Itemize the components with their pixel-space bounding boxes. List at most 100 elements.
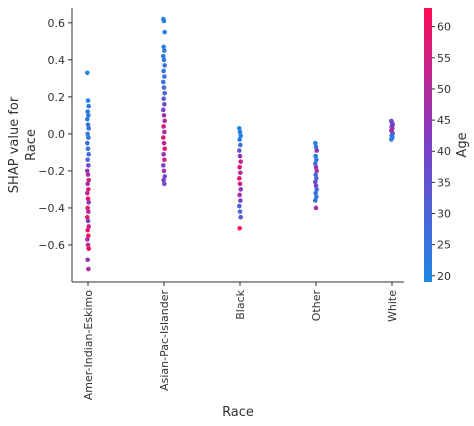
data-point <box>85 205 90 211</box>
data-point <box>161 140 167 146</box>
data-point <box>237 126 242 131</box>
data-point <box>313 153 318 159</box>
data-point <box>162 74 167 79</box>
data-point <box>314 194 319 200</box>
y-axis-title-line-2: Race <box>24 129 39 161</box>
data-point <box>85 196 91 201</box>
data-point <box>85 214 90 220</box>
data-point <box>162 90 167 96</box>
data-point <box>161 124 166 129</box>
colorbar-gradient <box>424 8 432 282</box>
data-point <box>314 168 320 174</box>
data-point <box>86 177 91 183</box>
data-point <box>314 157 319 163</box>
data-point <box>86 103 91 109</box>
data-point <box>162 181 167 187</box>
data-point <box>86 113 91 118</box>
series-other <box>313 140 320 211</box>
data-point <box>314 187 320 192</box>
colorbar-tick-label: 50 <box>437 83 451 96</box>
data-point <box>237 192 242 198</box>
data-point <box>313 198 318 203</box>
colorbar-title: Age <box>455 132 470 157</box>
data-point <box>161 107 166 113</box>
data-point <box>162 174 167 179</box>
data-point <box>85 116 90 122</box>
data-point <box>85 131 90 137</box>
data-point <box>313 205 319 211</box>
series-black <box>237 126 243 231</box>
data-point <box>161 168 167 174</box>
data-point <box>313 140 318 146</box>
data-point <box>237 226 242 231</box>
data-point <box>313 161 318 166</box>
data-point <box>238 133 243 139</box>
colorbar-tick-label: 45 <box>437 114 451 127</box>
data-point <box>162 29 167 35</box>
data-point <box>161 85 167 90</box>
data-point <box>86 233 91 239</box>
data-point <box>85 237 90 242</box>
data-point <box>161 18 167 24</box>
data-point <box>85 242 91 248</box>
x-axis-title: Race <box>222 405 254 420</box>
data-point <box>85 227 90 233</box>
y-axis-title-line-1: SHAP value for <box>7 96 22 193</box>
colorbar-tick-label: 35 <box>437 176 451 189</box>
data-point <box>161 151 166 157</box>
data-point <box>85 140 90 146</box>
y-tick-label: −0.4 <box>38 202 65 215</box>
data-point <box>86 187 91 192</box>
data-point <box>85 157 90 163</box>
data-point <box>85 257 90 263</box>
data-point <box>85 146 91 152</box>
data-point <box>238 142 243 148</box>
series-white <box>389 118 396 142</box>
data-point <box>86 246 91 251</box>
data-point <box>313 144 319 150</box>
x-tick-label: Black <box>234 289 247 319</box>
data-point <box>314 176 319 181</box>
colorbar-tick-label: 40 <box>437 145 451 158</box>
colorbar-tick-label: 20 <box>437 270 451 283</box>
data-point <box>162 63 167 68</box>
data-point <box>161 79 166 85</box>
data-point <box>85 181 90 187</box>
series-amer-indian-eskimo <box>85 70 91 272</box>
data-point <box>237 148 242 153</box>
data-point <box>238 198 243 203</box>
data-point <box>85 70 90 76</box>
data-point <box>237 203 242 209</box>
data-point <box>237 181 243 187</box>
data-point <box>85 109 90 114</box>
data-point <box>237 209 243 214</box>
data-point <box>86 200 91 205</box>
data-point <box>237 137 242 142</box>
data-point <box>161 44 166 50</box>
data-point <box>237 153 243 159</box>
y-tick-label: −0.2 <box>38 165 65 178</box>
y-tick-label: 0.2 <box>48 91 66 104</box>
data-point <box>161 57 167 63</box>
x-tick-label: White <box>386 290 399 322</box>
data-point <box>85 218 91 224</box>
data-point <box>161 68 166 74</box>
data-point <box>86 224 91 229</box>
data-point <box>238 187 243 192</box>
x-tick-label: Amer-Indian-Eskimo <box>82 290 95 401</box>
data-point <box>389 137 394 142</box>
data-point <box>86 163 91 168</box>
data-point <box>85 190 90 196</box>
data-point <box>162 118 167 124</box>
data-point <box>162 48 167 53</box>
colorbar-tick-label: 25 <box>437 239 451 252</box>
series-asian-pac-islander <box>161 16 167 187</box>
x-tick-label: Asian-Pac-Islander <box>158 290 171 391</box>
data-point <box>238 159 243 164</box>
data-point <box>85 172 91 177</box>
colorbar: 20 25 30 35 40 45 50 55 60 Age <box>424 8 470 283</box>
colorbar-tick-label: 30 <box>437 208 451 221</box>
data-point <box>85 98 91 103</box>
data-point <box>85 122 91 127</box>
